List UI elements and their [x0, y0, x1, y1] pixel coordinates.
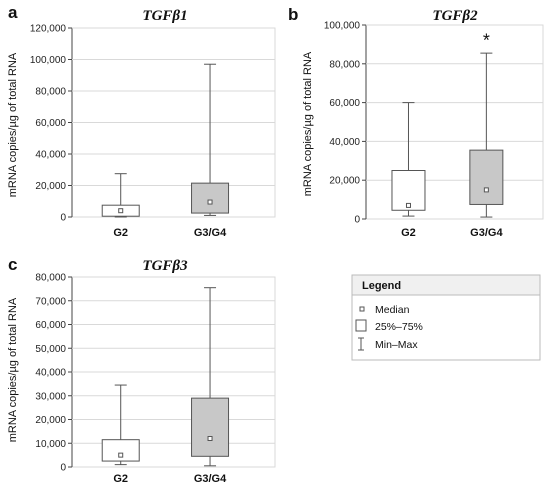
- legend-label-range: Min–Max: [375, 339, 418, 351]
- legend-item-range: Min–Max: [358, 337, 418, 351]
- significance-marker: *: [483, 31, 490, 51]
- y-tick-label: 50,000: [35, 344, 66, 355]
- legend-body: [351, 294, 541, 361]
- boxes-b: [391, 52, 504, 218]
- y-ticks-a: 0 20,000 40,000 60,000 80,000 100,000 120,000: [30, 24, 72, 224]
- category-label-g2: G2: [401, 227, 416, 239]
- iqr-box-g2: [101, 439, 140, 462]
- category-label-g2: G2: [113, 473, 128, 485]
- y-tick-label: 20,000: [35, 181, 66, 192]
- y-tick-label: 70,000: [35, 296, 66, 307]
- y-tick-label: 40,000: [35, 368, 66, 379]
- y-tick-label: 100,000: [324, 21, 361, 32]
- chart-title-b: TGFβ2: [432, 8, 478, 24]
- category-label-g2: G2: [113, 227, 128, 239]
- median-marker-g2: [118, 208, 124, 214]
- y-tick-label: 60,000: [35, 320, 66, 331]
- categories-b: G2 G3/G4: [401, 227, 503, 239]
- y-tick-label: 20,000: [329, 176, 360, 187]
- panel-letter-b: b: [288, 5, 298, 24]
- y-tick-label: 0: [354, 215, 360, 226]
- median-marker-g2: [405, 202, 411, 208]
- category-label-g3-g4: G3/G4: [194, 227, 227, 239]
- boxes-a: [101, 63, 230, 218]
- category-label-g3-g4: G3/G4: [194, 473, 227, 485]
- legend-title: Legend: [362, 280, 401, 292]
- y-axis-label-b: mRNA copies/µg of total RNA: [302, 51, 314, 196]
- legend-label-median: Median: [375, 304, 410, 316]
- legend-label-iqr: 25%–75%: [375, 321, 423, 333]
- panel-a: a TGFβ1 mRNA copies/µg of total RNA 0 20,…: [7, 3, 276, 239]
- y-axis-label-a: mRNA copies/µg of total RNA: [7, 52, 19, 197]
- categories-c: G2 G3/G4: [113, 473, 227, 485]
- y-tick-label: 100,000: [30, 55, 67, 66]
- median-marker-g3-g4: [207, 436, 213, 441]
- category-label-g3-g4: G3/G4: [470, 227, 503, 239]
- categories-a: G2 G3/G4: [113, 227, 227, 239]
- chart-title-c: TGFβ3: [142, 258, 188, 274]
- y-tick-label: 120,000: [30, 24, 67, 35]
- y-ticks-c: 0 10,000 20,000 30,000 40,000 50,000 60,000 70,…: [35, 273, 72, 474]
- y-tick-label: 30,000: [35, 391, 66, 402]
- legend: Legend Median 25%–75% Min–Max: [351, 274, 541, 361]
- y-tick-label: 60,000: [35, 118, 66, 129]
- y-tick-label: 80,000: [329, 59, 360, 70]
- y-tick-label: 20,000: [35, 415, 66, 426]
- grid-a: [71, 27, 276, 218]
- box-icon: [355, 319, 367, 332]
- y-tick-label: 10,000: [35, 439, 66, 450]
- legend-item-iqr: 25%–75%: [355, 319, 423, 333]
- boxes-c: [101, 287, 230, 467]
- iqr-box-g3-g4: [191, 397, 230, 457]
- legend-item-median: Median: [359, 304, 410, 316]
- grid-b: [365, 24, 544, 220]
- y-tick-label: 40,000: [329, 137, 360, 148]
- median-marker-g3-g4: [483, 187, 489, 193]
- median-marker-g2: [118, 452, 124, 458]
- chart-title-a: TGFβ1: [142, 8, 187, 24]
- y-ticks-b: 0 20,000 40,000 60,000 80,000 100,000: [324, 21, 366, 226]
- y-tick-label: 60,000: [329, 98, 360, 109]
- y-tick-label: 80,000: [35, 273, 66, 284]
- panel-letter-c: c: [8, 255, 17, 274]
- median-marker-icon: [359, 306, 365, 312]
- panel-b: b TGFβ2 mRNA copies/µg of total RNA 0 20,…: [288, 5, 544, 239]
- y-tick-label: 0: [60, 213, 66, 224]
- y-tick-label: 80,000: [35, 87, 66, 98]
- y-tick-label: 40,000: [35, 150, 66, 161]
- median-marker-g3-g4: [207, 199, 213, 205]
- iqr-box-g3-g4: [191, 182, 230, 214]
- grid-c: [71, 276, 276, 468]
- y-tick-label: 0: [60, 463, 66, 474]
- y-axis-label-c: mRNA copies/µg of total RNA: [7, 297, 19, 442]
- panel-letter-a: a: [8, 3, 18, 22]
- annotations-b: *: [483, 31, 490, 51]
- iqr-box-g3-g4: [469, 149, 504, 205]
- panel-c: c TGFβ3 mRNA copies/µg of total RNA 0 10,…: [7, 255, 276, 485]
- iqr-box-g2: [391, 170, 426, 211]
